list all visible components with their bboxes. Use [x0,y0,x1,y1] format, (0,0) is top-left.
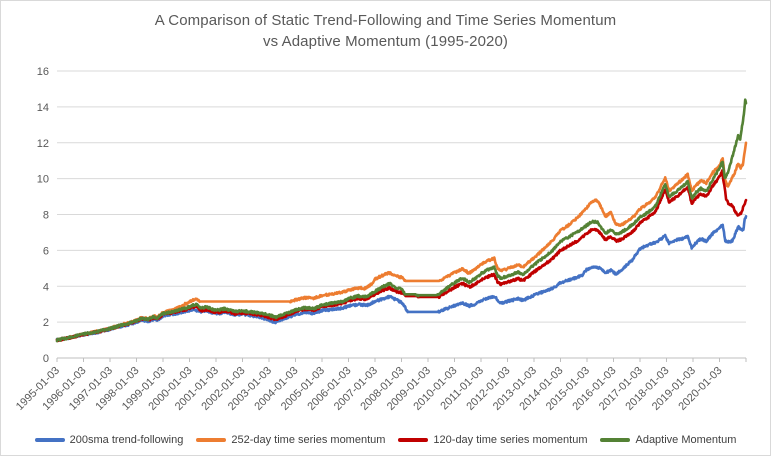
legend-label: 252-day time series momentum [231,434,386,446]
y-axis-tick-label: 4 [43,281,49,293]
legend-item-200sma-trend-following: 200sma trend-following [34,434,184,446]
legend-line-swatch [196,438,227,442]
legend-item-252-day-time-series-momentum: 252-day time series momentum [196,434,385,446]
chart-title-line-1: A Comparison of Static Trend-Following a… [154,12,617,29]
chart-title-line-2: vs Adaptive Momentum (1995-2020) [263,33,508,50]
legend-line-swatch [600,438,631,442]
legend-label: 200sma trend-following [69,434,184,446]
legend-line-swatch [398,438,429,442]
legend-item-adaptive-momentum: Adaptive Momentum [600,434,736,446]
y-axis-tick-label: 14 [37,102,49,114]
y-axis-tick-label: 2 [43,317,49,329]
y-axis-tick-label: 6 [43,245,49,257]
series-line-252-day-time-series-momentum [55,141,748,342]
legend-item-120-day-time-series-momentum: 120-day time series momentum [398,434,587,446]
chart-legend: 200sma trend-following 252-day time serie… [1,430,770,450]
y-axis-tick-label: 0 [43,353,49,365]
y-axis-tick-label: 12 [37,138,49,150]
series-line-adaptive-momentum [55,98,748,343]
legend-label: Adaptive Momentum [635,434,737,446]
legend-label: 120-day time series momentum [433,434,588,446]
y-axis-tick-label: 10 [37,174,49,186]
y-axis-tick-label: 16 [37,66,49,78]
y-axis-tick-label: 8 [43,210,49,222]
chart-title: A Comparison of Static Trend-Following a… [1,10,770,52]
legend-line-swatch [34,438,65,442]
